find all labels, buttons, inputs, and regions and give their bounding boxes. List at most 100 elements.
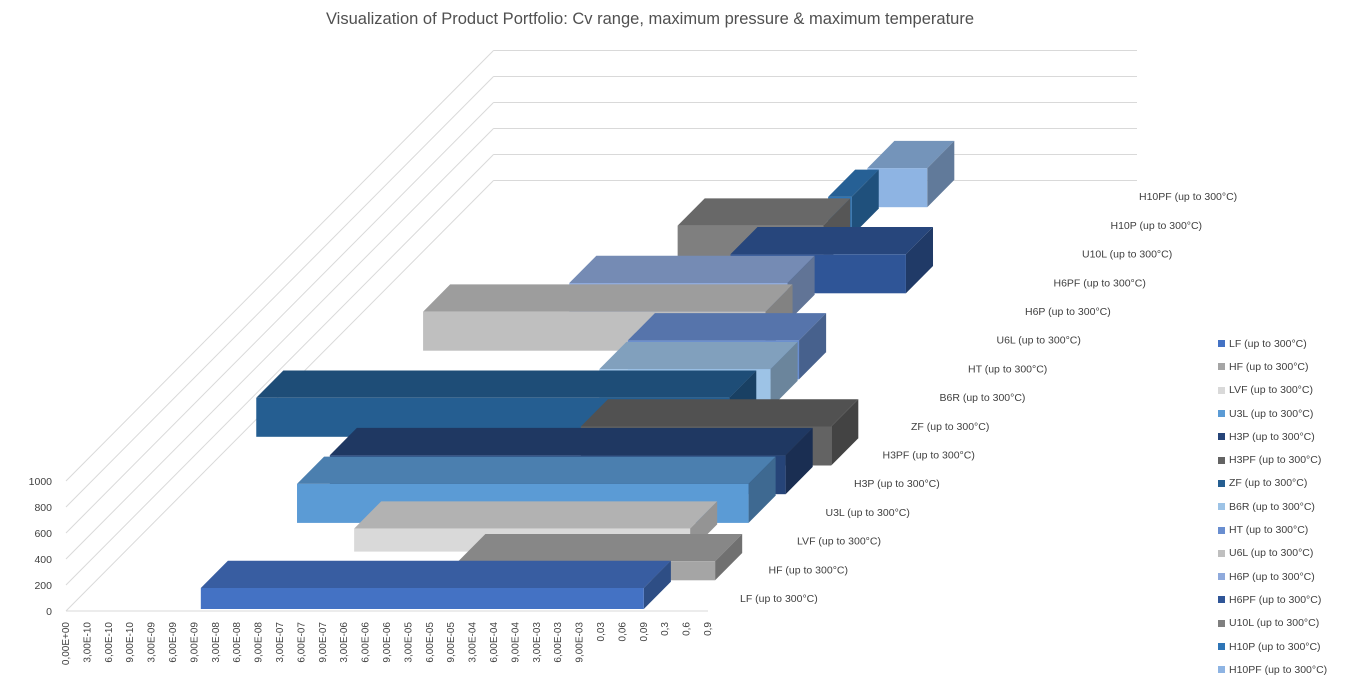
bar-top-face — [677, 198, 851, 226]
x-tick-label: 9,00E-04 — [510, 622, 521, 663]
depth-label: LVF (up to 300°C) — [797, 536, 881, 548]
z-tick-label: 1000 — [29, 476, 53, 488]
gridlines — [65, 50, 1137, 612]
legend-swatch — [1218, 596, 1225, 604]
legend-swatch — [1218, 549, 1225, 557]
depth-label: U6L (up to 300°C) — [997, 335, 1081, 347]
x-axis-ticks: 0,00E+00 3,00E-10 6,00E-10 9,00E-10 3,00E-09… — [61, 622, 714, 666]
bars — [200, 140, 955, 609]
x-tick-label: 3,00E-04 — [468, 622, 479, 663]
bar-top-face — [354, 501, 718, 529]
legend-item: U6L (up to 300°C) — [1218, 542, 1358, 565]
bar-side-face — [770, 341, 798, 409]
legend-swatch — [1218, 526, 1225, 534]
x-tick-label: 9,00E-06 — [382, 622, 393, 663]
legend-swatch — [1218, 363, 1225, 371]
depth-label: H6PF (up to 300°C) — [1054, 277, 1146, 289]
x-tick-label: 9,00E-09 — [189, 622, 200, 663]
x-tick-label: 0,09 — [639, 622, 650, 642]
depth-label: HF (up to 300°C) — [769, 564, 848, 576]
x-tick-label: 6,00E-06 — [361, 622, 372, 663]
legend-item: B6R (up to 300°C) — [1218, 495, 1358, 518]
bar-top-face — [580, 399, 859, 427]
bar-top-face — [569, 255, 815, 283]
legend-item: LVF (up to 300°C) — [1218, 379, 1358, 402]
z-tick-label: 800 — [34, 502, 52, 514]
depth-label: HT (up to 300°C) — [968, 363, 1047, 375]
x-tick-label: 6,00E-07 — [296, 622, 307, 663]
legend-swatch — [1218, 573, 1225, 581]
x-tick-label: 9,00E-10 — [125, 622, 136, 663]
legend-label: H6PF (up to 300°C) — [1229, 593, 1322, 606]
depth-label: B6R (up to 300°C) — [940, 392, 1026, 404]
x-tick-label: 0,3 — [660, 622, 671, 636]
depth-label: H3PF (up to 300°C) — [883, 450, 975, 462]
x-tick-label: 0,00E+00 — [61, 622, 72, 666]
x-tick-label: 9,00E-08 — [254, 622, 265, 663]
z-tick-label: 600 — [34, 528, 52, 540]
x-tick-label: 9,00E-03 — [575, 622, 586, 663]
bar-side-face — [799, 313, 827, 380]
x-tick-label: 3,00E-06 — [339, 622, 350, 663]
x-tick-label: 0,06 — [617, 622, 628, 642]
legend-label: U10L (up to 300°C) — [1229, 617, 1320, 630]
bar-side-face — [715, 534, 743, 581]
legend-swatch — [1218, 456, 1225, 464]
legend-swatch — [1218, 666, 1225, 674]
legend-item: H10P (up to 300°C) — [1218, 635, 1358, 658]
legend-swatch — [1218, 386, 1225, 394]
x-tick-label: 3,00E-03 — [532, 622, 543, 663]
legend-swatch — [1218, 503, 1225, 511]
depth-label: ZF (up to 300°C) — [911, 421, 989, 433]
bar-front-face — [200, 588, 644, 609]
legend-label: LF (up to 300°C) — [1229, 337, 1307, 350]
gridline-depth — [65, 102, 494, 534]
depth-label: U3L (up to 300°C) — [826, 507, 910, 519]
legend-item: H3P (up to 300°C) — [1218, 425, 1358, 448]
gridline-depth — [65, 128, 494, 560]
legend-label: H10PF (up to 300°C) — [1229, 663, 1328, 676]
depth-label: H3P (up to 300°C) — [854, 478, 940, 490]
bar-top-face — [599, 341, 798, 370]
z-tick-label: 200 — [34, 580, 52, 592]
bar-side-face — [905, 227, 934, 294]
legend-item: ZF (up to 300°C) — [1218, 472, 1358, 495]
x-tick-label: 9,00E-07 — [318, 622, 329, 663]
bar-side-face — [787, 255, 815, 322]
legend-label: ZF (up to 300°C) — [1229, 477, 1308, 490]
depth-label: H10P (up to 300°C) — [1111, 220, 1203, 232]
x-tick-label: 0,9 — [703, 622, 714, 636]
x-tick-label: 3,00E-07 — [275, 622, 286, 663]
bar-top-face — [329, 427, 813, 456]
legend-label: U6L (up to 300°C) — [1229, 547, 1314, 560]
legend-swatch — [1218, 479, 1225, 487]
legend-label: H6P (up to 300°C) — [1229, 570, 1315, 583]
x-tick-label: 6,00E-03 — [553, 622, 564, 663]
z-axis-ticks: 0 200 400 600 800 1000 — [29, 476, 53, 618]
legend-label: HT (up to 300°C) — [1229, 524, 1309, 537]
bar-top-face — [627, 313, 827, 341]
legend-item: H3PF (up to 300°C) — [1218, 448, 1358, 471]
bar-top-face — [423, 284, 793, 312]
legend-swatch — [1218, 340, 1225, 348]
bar-lf — [200, 560, 671, 609]
legend-item: HT (up to 300°C) — [1218, 518, 1358, 541]
x-tick-label: 3,00E-05 — [403, 622, 414, 663]
bar-top-face — [730, 227, 934, 255]
legend-item: U3L (up to 300°C) — [1218, 402, 1358, 425]
legend-label: HF (up to 300°C) — [1229, 360, 1309, 373]
bar-side-face — [643, 560, 671, 609]
x-tick-label: 6,00E-08 — [232, 622, 243, 663]
legend: LF (up to 300°C) HF (up to 300°C) LVF (up … — [1218, 332, 1358, 681]
depth-label: U10L (up to 300°C) — [1082, 249, 1172, 261]
z-tick-label: 0 — [46, 606, 52, 618]
legend-swatch — [1218, 643, 1225, 650]
bar-top-face — [458, 534, 743, 562]
bar-top-face — [256, 370, 757, 398]
bar-top-face — [828, 169, 879, 197]
legend-label: B6R (up to 300°C) — [1229, 500, 1315, 513]
chart-title: Visualization of Product Portfolio: Cv r… — [325, 10, 975, 28]
bar-side-face — [927, 140, 955, 208]
legend-item: H6PF (up to 300°C) — [1218, 588, 1358, 611]
